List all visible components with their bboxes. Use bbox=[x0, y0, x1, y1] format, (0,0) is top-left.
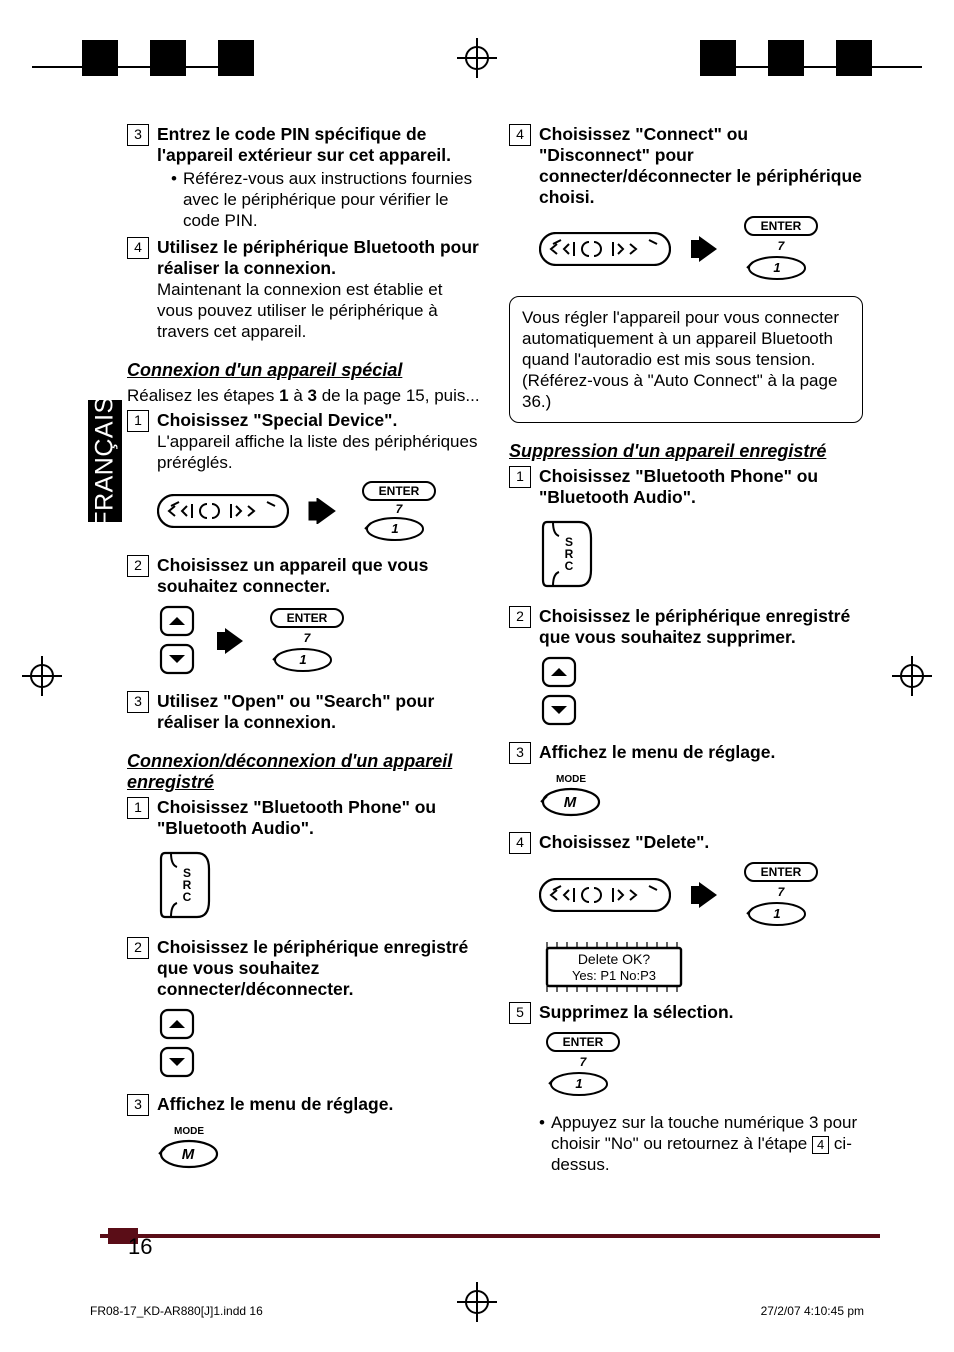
step-badge: 2 bbox=[509, 606, 531, 628]
svg-text:7: 7 bbox=[304, 631, 312, 645]
print-registration-top bbox=[0, 40, 954, 76]
step-badge: 2 bbox=[127, 937, 149, 959]
mode-m-button-icon: MODE M bbox=[157, 1124, 481, 1170]
svg-text:ENTER: ENTER bbox=[761, 865, 802, 879]
svg-text:MODE: MODE bbox=[556, 774, 586, 785]
print-cross-left bbox=[22, 656, 62, 696]
step-badge: 4 bbox=[509, 124, 531, 146]
svg-text:7: 7 bbox=[396, 502, 404, 516]
print-cross-right bbox=[892, 656, 932, 696]
step-body: Maintenant la connexion est établie et v… bbox=[157, 279, 481, 342]
step-heading: Choisissez le périphérique enregistré qu… bbox=[539, 606, 863, 648]
section-heading: Suppression d'un appareil enregistré bbox=[509, 441, 863, 462]
nav-pad-icon bbox=[539, 878, 671, 912]
step-heading: Utilisez le périphérique Bluetooth pour … bbox=[157, 237, 481, 279]
svg-text:M: M bbox=[564, 794, 577, 811]
step-badge: 3 bbox=[509, 742, 531, 764]
arrow-right-icon bbox=[689, 882, 719, 908]
step-badge: 3 bbox=[127, 1094, 149, 1116]
step-badge: 1 bbox=[509, 466, 531, 488]
arrow-right-icon bbox=[689, 236, 719, 262]
svg-text:1: 1 bbox=[391, 521, 398, 536]
enter-7-1-icon: ENTER 7 1 bbox=[539, 1032, 863, 1098]
nav-pad-icon bbox=[157, 494, 289, 528]
button-sequence: ENTER 7 1 bbox=[539, 216, 863, 282]
up-down-buttons-icon bbox=[539, 656, 863, 728]
section-heading: Connexion/déconnexion d'un appareil enre… bbox=[127, 751, 481, 793]
step-heading: Choisissez le périphérique enregistré qu… bbox=[157, 937, 481, 1000]
svg-text:1: 1 bbox=[299, 652, 306, 667]
svg-text:1: 1 bbox=[773, 260, 780, 275]
step-heading: Affichez le menu de réglage. bbox=[539, 742, 863, 763]
step-badge: 2 bbox=[127, 555, 149, 577]
step-heading: Choisissez un appareil que vous souhaite… bbox=[157, 555, 481, 597]
src-button-icon: S R C bbox=[157, 847, 481, 923]
language-tab: FRANÇAIS bbox=[88, 400, 122, 522]
print-slug-left: FR08-17_KD-AR880[J]1.indd 16 bbox=[90, 1304, 263, 1318]
step-bullet: Référez-vous aux instructions fournies a… bbox=[183, 168, 481, 231]
language-label: FRANÇAIS bbox=[91, 396, 120, 526]
enter-7-1-icon: ENTER 7 1 bbox=[737, 862, 821, 928]
right-column: 4 Choisissez "Connect" ou "Disconnect" p… bbox=[509, 124, 863, 1218]
step-heading: Entrez le code PIN spécifique de l'appar… bbox=[157, 124, 481, 166]
svg-text:Yes: P1 No:P3: Yes: P1 No:P3 bbox=[572, 968, 656, 983]
button-sequence: ENTER 7 1 bbox=[157, 481, 481, 541]
button-sequence: ENTER 7 1 bbox=[539, 862, 863, 928]
enter-7-1-icon: ENTER 7 1 bbox=[737, 216, 821, 282]
step-heading: Choisissez "Connect" ou "Disconnect" pou… bbox=[539, 124, 863, 208]
step-heading: Choisissez "Special Device". bbox=[157, 410, 481, 431]
left-column: 3 Entrez le code PIN spécifique de l'app… bbox=[127, 124, 481, 1218]
svg-text:7: 7 bbox=[778, 239, 786, 253]
mode-m-button-icon: MODE M bbox=[539, 772, 863, 818]
enter-7-1-icon: ENTER 7 1 bbox=[355, 481, 439, 541]
step-heading: Choisissez "Bluetooth Phone" ou "Bluetoo… bbox=[157, 797, 481, 839]
svg-text:1: 1 bbox=[575, 1076, 582, 1091]
section-heading: Connexion d'un appareil spécial bbox=[127, 360, 481, 381]
note-box: Vous régler l'appareil pour vous connect… bbox=[509, 296, 863, 423]
print-cross-bottom bbox=[457, 1282, 497, 1322]
step-heading: Choisissez "Delete". bbox=[539, 832, 863, 853]
src-button-icon: S R C bbox=[539, 516, 863, 592]
svg-text:1: 1 bbox=[773, 906, 780, 921]
nav-pad-icon bbox=[539, 232, 671, 266]
section-intro: Réalisez les étapes 1 à 3 de la page 15,… bbox=[127, 385, 481, 406]
svg-text:ENTER: ENTER bbox=[761, 219, 802, 233]
svg-text:ENTER: ENTER bbox=[563, 1035, 604, 1049]
svg-text:C: C bbox=[183, 890, 192, 904]
enter-7-1-icon: ENTER 7 1 bbox=[263, 608, 347, 674]
step-heading: Choisissez "Bluetooth Phone" ou "Bluetoo… bbox=[539, 466, 863, 508]
step-heading: Supprimez la sélection. bbox=[539, 1002, 863, 1023]
step-bullet: Appuyez sur la touche numérique 3 pour c… bbox=[539, 1112, 863, 1175]
step-badge: 4 bbox=[509, 832, 531, 854]
step-badge: 1 bbox=[127, 410, 149, 432]
step-badge: 4 bbox=[127, 237, 149, 259]
footer-rule bbox=[100, 1234, 880, 1238]
svg-text:ENTER: ENTER bbox=[287, 611, 328, 625]
step-badge: 3 bbox=[127, 691, 149, 713]
step-body: L'appareil affiche la liste des périphér… bbox=[157, 431, 481, 473]
step-badge: 1 bbox=[127, 797, 149, 819]
lcd-display-icon: Delete OK? Yes: P1 No:P3 bbox=[539, 942, 863, 992]
step-heading: Utilisez "Open" ou "Search" pour réalise… bbox=[157, 691, 481, 733]
svg-text:7: 7 bbox=[778, 885, 786, 899]
svg-text:ENTER: ENTER bbox=[379, 484, 420, 498]
up-down-buttons-icon bbox=[157, 605, 197, 677]
arrow-right-icon bbox=[215, 628, 245, 654]
svg-text:7: 7 bbox=[580, 1055, 588, 1069]
step-badge: 5 bbox=[509, 1002, 531, 1024]
svg-text:C: C bbox=[565, 559, 574, 573]
print-slug-right: 27/2/07 4:10:45 pm bbox=[761, 1304, 864, 1318]
button-sequence: ENTER 7 1 bbox=[157, 605, 481, 677]
step-badge: 3 bbox=[127, 124, 149, 146]
svg-text:M: M bbox=[182, 1146, 195, 1163]
svg-text:MODE: MODE bbox=[174, 1126, 204, 1137]
svg-text:Delete OK?: Delete OK? bbox=[578, 951, 651, 967]
up-down-buttons-icon bbox=[157, 1008, 481, 1080]
step-heading: Affichez le menu de réglage. bbox=[157, 1094, 481, 1115]
page-number: 16 bbox=[128, 1234, 152, 1260]
arrow-right-icon bbox=[307, 498, 337, 524]
